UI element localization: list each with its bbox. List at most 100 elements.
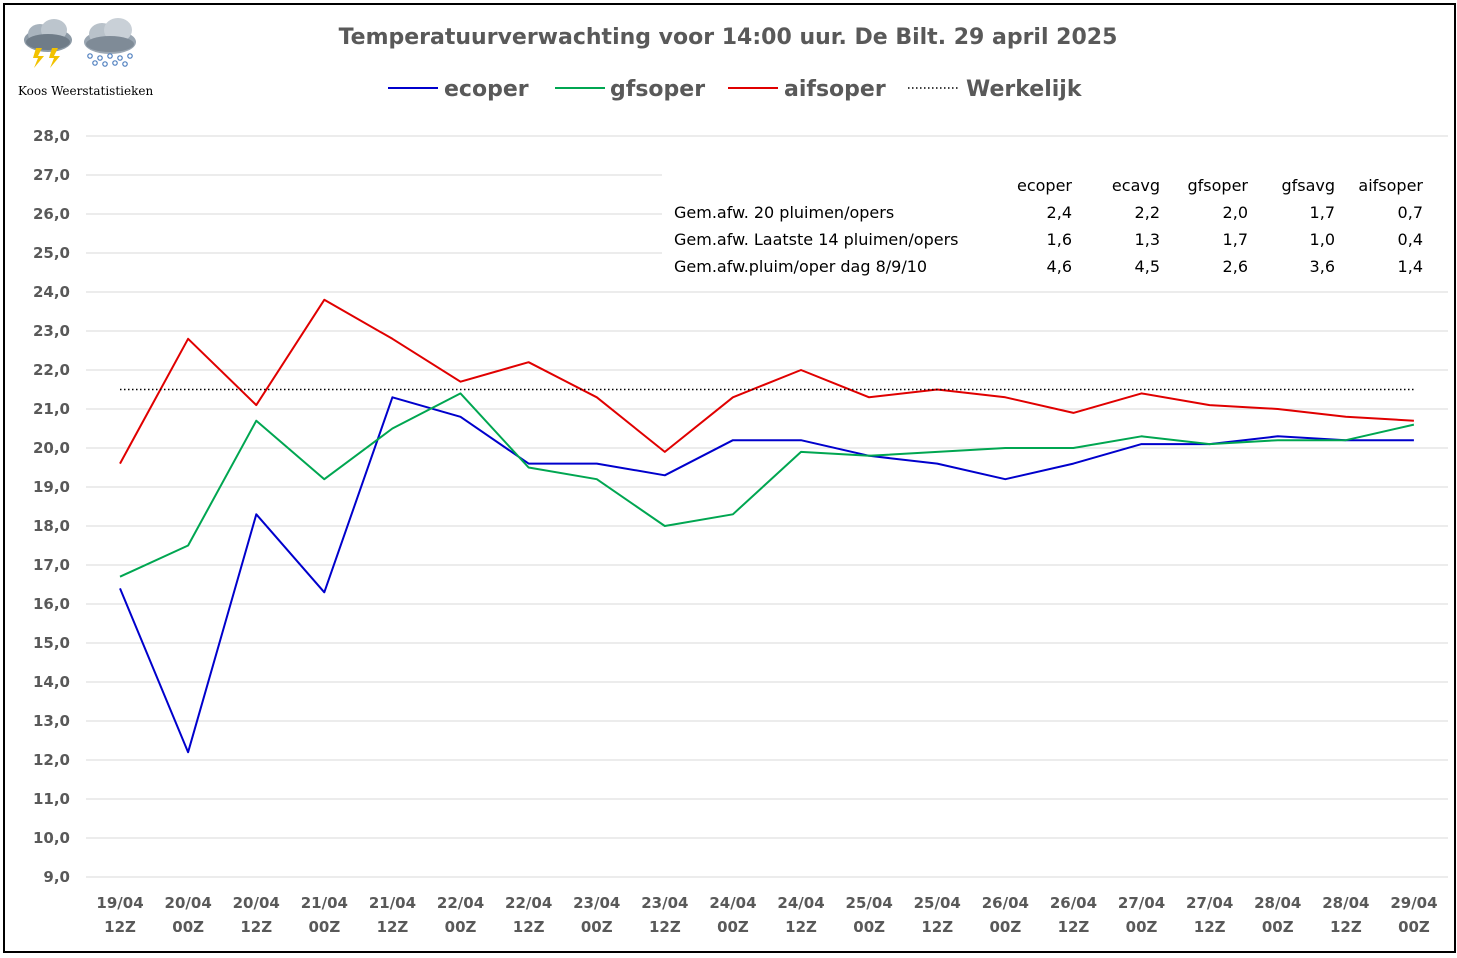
y-tick-label: 16,0 bbox=[33, 595, 70, 613]
stats-cell: 1,4 bbox=[1398, 257, 1423, 276]
x-tick-label-run: 12Z bbox=[1194, 918, 1226, 936]
x-tick-label-date: 22/04 bbox=[437, 894, 484, 912]
y-tick-label: 25,0 bbox=[33, 244, 70, 262]
stats-column-header: ecavg bbox=[1112, 176, 1160, 195]
thunderstorm-cloud-icon bbox=[24, 19, 72, 68]
x-tick-label-date: 23/04 bbox=[641, 894, 688, 912]
y-tick-label: 18,0 bbox=[33, 517, 70, 535]
y-tick-label: 22,0 bbox=[33, 361, 70, 379]
x-tick-label-date: 25/04 bbox=[846, 894, 893, 912]
stats-cell: 2,2 bbox=[1135, 203, 1160, 222]
x-tick-label-run: 00Z bbox=[989, 918, 1021, 936]
stats-column-header: gfsavg bbox=[1281, 176, 1335, 195]
y-tick-label: 14,0 bbox=[33, 673, 70, 691]
stats-table: ecoper ecavg gfsoper gfsavg aifsoper Gem.afw.… bbox=[674, 176, 1423, 276]
stats-row-label: Gem.afw. 20 pluimen/opers bbox=[674, 203, 894, 222]
y-tick-label: 26,0 bbox=[33, 205, 70, 223]
stats-cell: 3,6 bbox=[1310, 257, 1335, 276]
x-tick-label-date: 20/04 bbox=[165, 894, 212, 912]
x-tick-label-date: 22/04 bbox=[505, 894, 552, 912]
stats-cell: 1,0 bbox=[1310, 230, 1335, 249]
legend-label-werkelijk: Werkelijk bbox=[966, 77, 1083, 102]
y-tick-label: 21,0 bbox=[33, 400, 70, 418]
series-ecoper-line bbox=[119, 396, 1414, 754]
y-tick-label: 23,0 bbox=[33, 322, 70, 340]
stats-cell: 4,5 bbox=[1135, 257, 1160, 276]
x-tick-label-date: 26/04 bbox=[1050, 894, 1097, 912]
x-tick-label-run: 00Z bbox=[1262, 918, 1294, 936]
x-axis: 19/04 12Z 20/04 00Z 20/04 12Z 21/04 00Z 21/04 12Z… bbox=[96, 894, 1437, 936]
x-tick-label-run: 00Z bbox=[308, 918, 340, 936]
stats-row-label: Gem.afw.pluim/oper dag 8/9/10 bbox=[674, 257, 927, 276]
y-tick-label: 20,0 bbox=[33, 439, 70, 457]
stats-cell: 1,6 bbox=[1047, 230, 1072, 249]
x-tick-label-run: 12Z bbox=[104, 918, 136, 936]
x-tick-label-run: 12Z bbox=[649, 918, 681, 936]
y-tick-label: 10,0 bbox=[33, 829, 70, 847]
x-tick-label-run: 12Z bbox=[1058, 918, 1090, 936]
x-tick-label-date: 21/04 bbox=[301, 894, 348, 912]
x-tick-label-date: 23/04 bbox=[573, 894, 620, 912]
x-tick-label-date: 24/04 bbox=[709, 894, 756, 912]
stats-cell: 2,4 bbox=[1047, 203, 1072, 222]
legend-label-gfsoper: gfsoper bbox=[610, 77, 705, 102]
x-tick-label-date: 29/04 bbox=[1390, 894, 1437, 912]
x-tick-label-run: 00Z bbox=[581, 918, 613, 936]
stats-row-label: Gem.afw. Laatste 14 pluimen/opers bbox=[674, 230, 959, 249]
stats-column-header: gfsoper bbox=[1188, 176, 1249, 195]
x-tick-label-date: 20/04 bbox=[233, 894, 280, 912]
stats-table-background bbox=[662, 163, 1448, 281]
stats-column-header: ecoper bbox=[1017, 176, 1072, 195]
y-tick-label: 15,0 bbox=[33, 634, 70, 652]
y-tick-label: 28,0 bbox=[33, 127, 70, 145]
x-tick-label-run: 00Z bbox=[1126, 918, 1158, 936]
y-tick-label: 13,0 bbox=[33, 712, 70, 730]
y-tick-label: 11,0 bbox=[33, 790, 70, 808]
x-tick-label-run: 12Z bbox=[1330, 918, 1362, 936]
x-tick-label-run: 00Z bbox=[853, 918, 885, 936]
stats-cell: 1,7 bbox=[1223, 230, 1248, 249]
stats-cell: 1,3 bbox=[1135, 230, 1160, 249]
chart-frame bbox=[3, 3, 1456, 953]
x-tick-label-date: 27/04 bbox=[1186, 894, 1233, 912]
stats-column-header: aifsoper bbox=[1358, 176, 1423, 195]
series-lines bbox=[119, 298, 1416, 754]
y-tick-label: 27,0 bbox=[33, 166, 70, 184]
legend-label-ecoper: ecoper bbox=[444, 77, 529, 102]
x-tick-label-date: 26/04 bbox=[982, 894, 1029, 912]
series-gfsoper-line bbox=[119, 392, 1415, 578]
x-tick-label-run: 12Z bbox=[240, 918, 272, 936]
x-tick-label-run: 00Z bbox=[172, 918, 204, 936]
stats-cell: 4,6 bbox=[1047, 257, 1072, 276]
x-tick-label-date: 27/04 bbox=[1118, 894, 1165, 912]
stats-cell: 0,7 bbox=[1398, 203, 1423, 222]
x-tick-label-date: 21/04 bbox=[369, 894, 416, 912]
x-tick-label-run: 00Z bbox=[1398, 918, 1430, 936]
stats-cell: 2,0 bbox=[1223, 203, 1248, 222]
y-tick-label: 12,0 bbox=[33, 751, 70, 769]
stats-cell: 1,7 bbox=[1310, 203, 1335, 222]
x-tick-label-run: 12Z bbox=[921, 918, 953, 936]
x-tick-label-date: 28/04 bbox=[1322, 894, 1369, 912]
legend-label-aifsoper: aifsoper bbox=[784, 77, 886, 102]
x-tick-label-date: 25/04 bbox=[914, 894, 961, 912]
chart-title: Temperatuurverwachting voor 14:00 uur. D… bbox=[339, 25, 1118, 50]
y-tick-label: 17,0 bbox=[33, 556, 70, 574]
y-tick-label: 19,0 bbox=[33, 478, 70, 496]
stats-cell: 0,4 bbox=[1398, 230, 1423, 249]
y-tick-label: 24,0 bbox=[33, 283, 70, 301]
y-axis: 28,0 27,0 26,0 25,0 24,0 23,0 22,0 21,0 20,0 19,0… bbox=[33, 127, 70, 886]
legend: ecoper gfsoper aifsoper Werkelijk bbox=[388, 77, 1083, 102]
snow-cloud-icon bbox=[84, 18, 136, 67]
x-tick-label-date: 28/04 bbox=[1254, 894, 1301, 912]
series-aifsoper-line bbox=[119, 298, 1414, 465]
x-tick-label-run: 12Z bbox=[785, 918, 817, 936]
x-tick-label-run: 00Z bbox=[445, 918, 477, 936]
y-tick-label: 9,0 bbox=[43, 868, 70, 886]
x-tick-label-date: 19/04 bbox=[96, 894, 143, 912]
x-tick-label-run: 00Z bbox=[717, 918, 749, 936]
x-tick-label-run: 12Z bbox=[513, 918, 545, 936]
x-tick-label-date: 24/04 bbox=[777, 894, 824, 912]
x-tick-label-run: 12Z bbox=[377, 918, 409, 936]
